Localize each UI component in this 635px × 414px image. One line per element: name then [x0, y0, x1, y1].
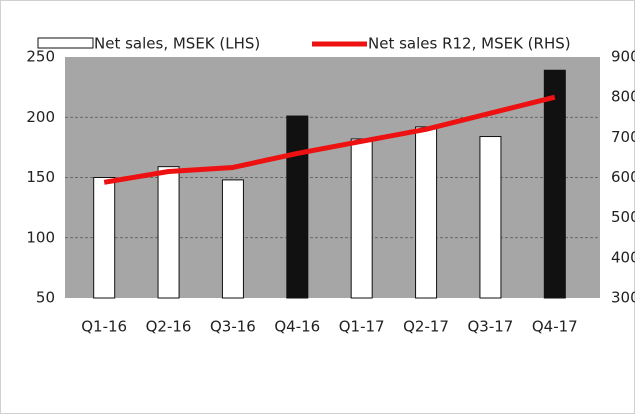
bar: [157, 166, 180, 299]
y-tick-label: 100: [26, 228, 55, 246]
y-tick-label: 50: [36, 289, 55, 307]
bar: [350, 138, 373, 299]
y2-tick-label: 500: [611, 208, 635, 226]
x-tick-label: Q3-17: [468, 318, 514, 336]
legend-swatch: [37, 37, 94, 49]
bar: [93, 177, 116, 299]
y2-tick-label: 800: [611, 88, 635, 106]
bar: [286, 115, 309, 299]
y2-tick-label: 700: [611, 128, 635, 146]
x-tick-label: Q2-17: [403, 318, 449, 336]
x-tick-label: Q3-16: [210, 318, 256, 336]
y2-tick-label: 600: [611, 168, 635, 186]
y-tick-label: 150: [26, 168, 55, 186]
line: [103, 94, 556, 185]
x-tick-label: Q4-16: [274, 318, 320, 336]
x-tick-label: Q1-16: [81, 318, 127, 336]
y-tick-label: 200: [26, 108, 55, 126]
y2-tick-label: 900: [611, 48, 635, 66]
bar: [479, 136, 502, 299]
bar: [415, 126, 438, 299]
x-tick-label: Q1-17: [339, 318, 385, 336]
legend-label: Net sales R12, MSEK (RHS): [368, 35, 571, 53]
bar: [543, 69, 566, 299]
x-tick-label: Q4-17: [532, 318, 578, 336]
y-tick-label: 250: [26, 48, 55, 66]
legend-label: Net sales, MSEK (LHS): [94, 35, 260, 53]
x-tick-label: Q2-16: [146, 318, 192, 336]
y2-tick-label: 400: [611, 248, 635, 266]
bar: [221, 179, 244, 299]
y2-tick-label: 300: [611, 289, 635, 307]
